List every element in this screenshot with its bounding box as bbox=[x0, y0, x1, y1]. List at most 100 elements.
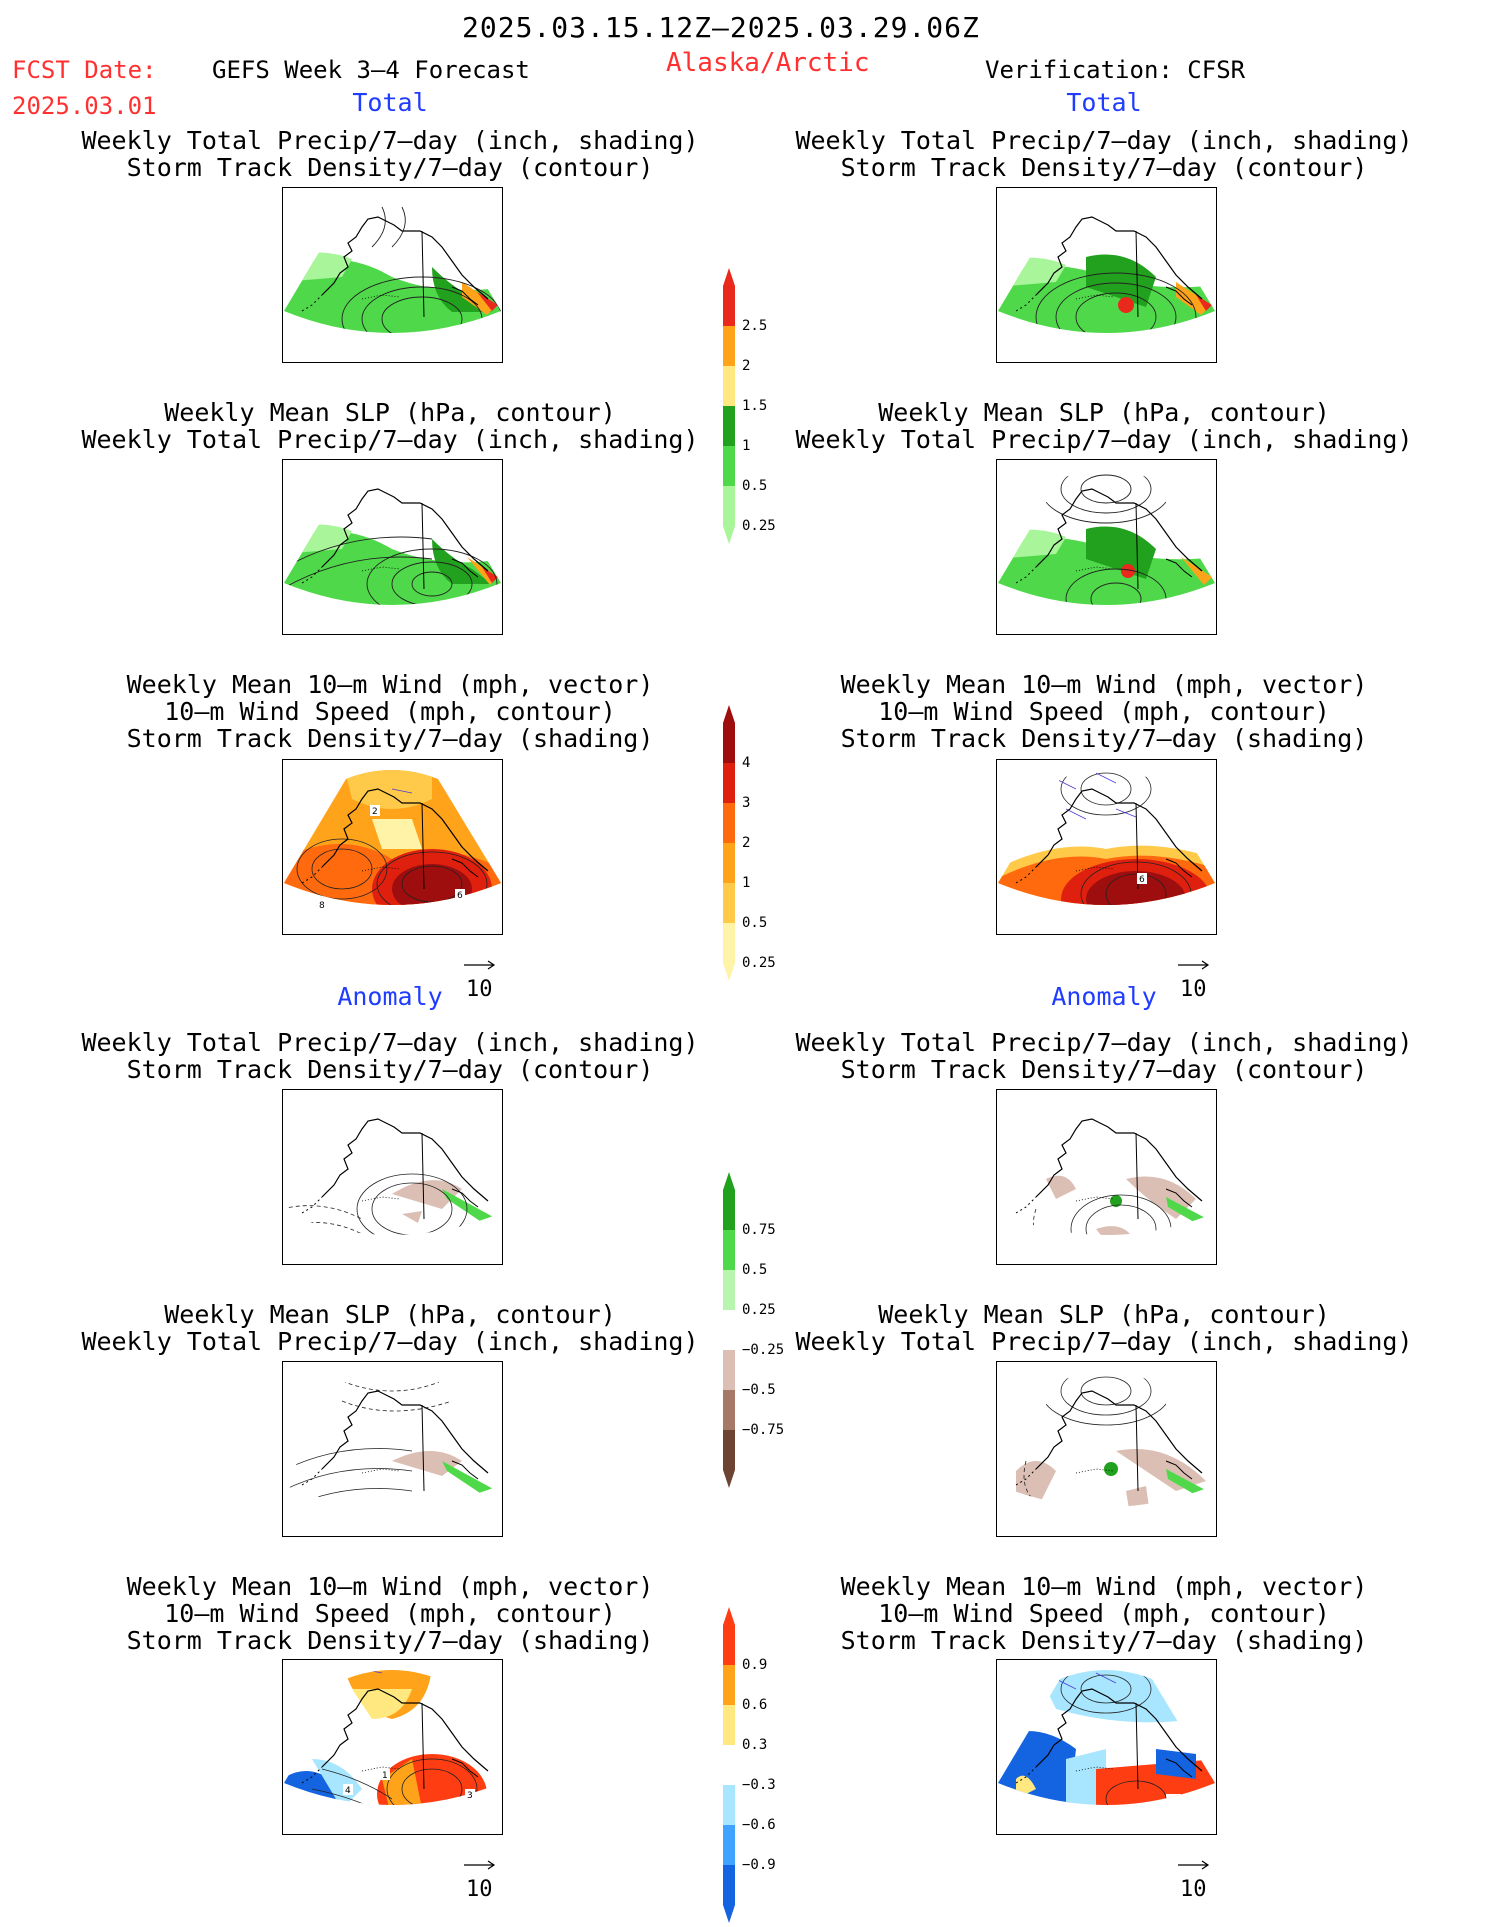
map-precip-std-total-fcst bbox=[282, 187, 503, 363]
fcst-date-label: FCST Date: bbox=[12, 56, 157, 84]
contour-label: 3 bbox=[467, 1791, 473, 1801]
colorbar-segment bbox=[723, 923, 735, 963]
vector-ref-r3-left: 10 bbox=[462, 952, 498, 1002]
contour-label: 6 bbox=[1139, 875, 1145, 885]
colorbar-tick-label: −0.5 bbox=[742, 1382, 776, 1398]
colorbar-tick-label: 2 bbox=[742, 835, 751, 851]
colorbar-tick-label: 0.9 bbox=[742, 1657, 768, 1673]
colorbar-svg bbox=[723, 268, 735, 544]
map-wind-std-anom-obs bbox=[996, 1659, 1217, 1835]
title-r5-right-2: Weekly Total Precip/7–day (inch, shading… bbox=[795, 1327, 1413, 1356]
section-total-left: Total bbox=[352, 88, 428, 117]
colorbar-segment bbox=[723, 843, 735, 883]
colorbar-segment bbox=[723, 1350, 735, 1390]
colorbar-segment bbox=[723, 1785, 735, 1825]
contour-label: 6 bbox=[457, 891, 463, 901]
title-r2-left-2: Weekly Total Precip/7–day (inch, shading… bbox=[81, 425, 699, 454]
colorbar-tick-label: 1.5 bbox=[742, 398, 768, 414]
title-r5-right-1: Weekly Mean SLP (hPa, contour) bbox=[878, 1300, 1330, 1329]
colorbar-segment bbox=[723, 763, 735, 803]
title-r2-right-1: Weekly Mean SLP (hPa, contour) bbox=[878, 398, 1330, 427]
colorbar-tick-label: −0.3 bbox=[742, 1777, 776, 1793]
title-r6-right-2: 10–m Wind Speed (mph, contour) bbox=[878, 1599, 1330, 1628]
title-r3-right-3: Storm Track Density/7–day (shading) bbox=[840, 724, 1368, 753]
title-r6-left-1: Weekly Mean 10–m Wind (mph, vector) bbox=[126, 1572, 654, 1601]
fcst-date-value: 2025.03.01 bbox=[12, 92, 157, 120]
title-r4-right-2: Storm Track Density/7–day (contour) bbox=[840, 1055, 1368, 1084]
title-r3-left-1: Weekly Mean 10–m Wind (mph, vector) bbox=[126, 670, 654, 699]
map-wind-std-total-obs: 6 bbox=[996, 759, 1217, 935]
title-r1-right-2: Storm Track Density/7–day (contour) bbox=[840, 153, 1368, 182]
map-slp-precip-anom-obs bbox=[996, 1361, 1217, 1537]
title-r1-left-2: Storm Track Density/7–day (contour) bbox=[126, 153, 654, 182]
colorbar-svg bbox=[723, 1607, 735, 1923]
colorbar-segment bbox=[723, 1430, 735, 1470]
colorbar-segment bbox=[723, 1310, 735, 1350]
colorbar-segment bbox=[723, 486, 735, 526]
map-precip-std-anom-obs bbox=[996, 1089, 1217, 1265]
title-r3-right-1: Weekly Mean 10–m Wind (mph, vector) bbox=[840, 670, 1368, 699]
colorbar-precip-total: 2.5 2 1.5 1 0.5 0.25 bbox=[722, 268, 776, 548]
colorbar-tick-label: 0.5 bbox=[742, 478, 768, 494]
colorbar-segment bbox=[723, 366, 735, 406]
map-precip-std-total-obs bbox=[996, 187, 1217, 363]
colorbar-top-arrow bbox=[723, 268, 735, 286]
colorbar-segment bbox=[723, 1270, 735, 1310]
colorbar-segment bbox=[723, 1865, 735, 1905]
title-r5-left-2: Weekly Total Precip/7–day (inch, shading… bbox=[81, 1327, 699, 1356]
section-anomaly-left: Anomaly bbox=[337, 982, 443, 1011]
title-r2-left-1: Weekly Mean SLP (hPa, contour) bbox=[164, 398, 616, 427]
colorbar-segment bbox=[723, 883, 735, 923]
title-r4-left-1: Weekly Total Precip/7–day (inch, shading… bbox=[81, 1028, 699, 1057]
colorbar-tick-label: −0.6 bbox=[742, 1817, 776, 1833]
vector-ref-value: 10 bbox=[466, 977, 493, 1002]
vector-ref-r3-right: 10 bbox=[1176, 952, 1212, 1002]
title-r3-left-3: Storm Track Density/7–day (shading) bbox=[126, 724, 654, 753]
colorbar-segment bbox=[723, 1390, 735, 1430]
colorbar-segment bbox=[723, 1705, 735, 1745]
title-r4-left-2: Storm Track Density/7–day (contour) bbox=[126, 1055, 654, 1084]
vector-ref-value: 10 bbox=[1180, 977, 1207, 1002]
colorbar-segment bbox=[723, 1825, 735, 1865]
section-total-right: Total bbox=[1066, 88, 1142, 117]
title-r1-right-1: Weekly Total Precip/7–day (inch, shading… bbox=[795, 126, 1413, 155]
colorbar-tick-label: 0.25 bbox=[742, 955, 776, 971]
colorbar-std-anom: 0.9 0.6 0.3 −0.3 −0.6 −0.9 bbox=[722, 1607, 776, 1927]
colorbar-tick-label: 0.75 bbox=[742, 1222, 776, 1238]
colorbar-segment bbox=[723, 1625, 735, 1665]
vector-ref-r6-right: 10 bbox=[1176, 1852, 1212, 1902]
contour-label: 2 bbox=[372, 807, 378, 817]
map-slp-precip-total-obs bbox=[996, 459, 1217, 635]
colorbar-segment bbox=[723, 286, 735, 326]
vector-ref-value: 10 bbox=[1180, 1877, 1207, 1902]
colorbar-tick-label: 0.25 bbox=[742, 518, 776, 534]
contour-label: 4 bbox=[345, 1786, 351, 1796]
verification-title: Verification: CFSR bbox=[985, 56, 1246, 84]
vector-ref-value: 10 bbox=[466, 1877, 493, 1902]
title-r6-left-3: Storm Track Density/7–day (shading) bbox=[126, 1626, 654, 1655]
colorbar-tick-label: 2.5 bbox=[742, 318, 768, 334]
colorbar-precip-anom: 0.75 0.5 0.25 −0.25 −0.5 −0.75 bbox=[722, 1172, 784, 1492]
colorbar-top-arrow bbox=[723, 1607, 735, 1625]
colorbar-tick-label: 0.5 bbox=[742, 1262, 768, 1278]
colorbar-tick-label: 1 bbox=[742, 875, 751, 891]
title-r2-right-2: Weekly Total Precip/7–day (inch, shading… bbox=[795, 425, 1413, 454]
section-anomaly-right: Anomaly bbox=[1051, 982, 1157, 1011]
region-title: Alaska/Arctic bbox=[666, 48, 870, 78]
colorbar-tick-label: −0.75 bbox=[742, 1422, 785, 1438]
colorbar-bottom-arrow bbox=[723, 1470, 735, 1488]
colorbar-segment bbox=[723, 1190, 735, 1230]
colorbar-svg bbox=[723, 1172, 735, 1488]
title-r3-left-2: 10–m Wind Speed (mph, contour) bbox=[164, 697, 616, 726]
map-wind-std-total-fcst: 2 8 6 bbox=[282, 759, 503, 935]
colorbar-tick-label: 1 bbox=[742, 438, 751, 454]
colorbar-tick-label: 2 bbox=[742, 358, 751, 374]
colorbar-segment bbox=[723, 326, 735, 366]
title-r6-right-1: Weekly Mean 10–m Wind (mph, vector) bbox=[840, 1572, 1368, 1601]
colorbar-tick-label: 0.25 bbox=[742, 1302, 776, 1318]
colorbar-segment bbox=[723, 1230, 735, 1270]
colorbar-segment bbox=[723, 723, 735, 763]
map-slp-precip-total-fcst bbox=[282, 459, 503, 635]
arrow-right-icon bbox=[1178, 1860, 1210, 1870]
vector-ref-r6-left: 10 bbox=[462, 1852, 498, 1902]
